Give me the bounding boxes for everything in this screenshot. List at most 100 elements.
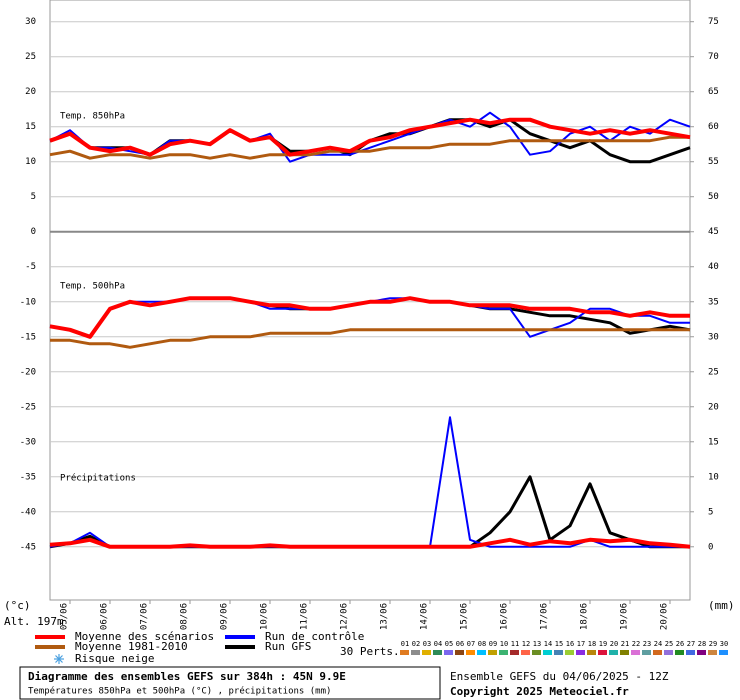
x-tick-label: 19/06: [620, 603, 630, 630]
perturbation-swatch: [510, 650, 519, 655]
x-tick-label: 09/06: [220, 603, 230, 630]
x-tick-label: 08/06: [180, 603, 190, 630]
series-line: [49, 117, 691, 157]
legend-label: Run GFS: [265, 640, 311, 653]
perturbation-label: 21: [621, 640, 629, 648]
y2-tick-label: 35: [708, 297, 719, 307]
y-tick-label: -10: [20, 297, 36, 307]
perturbation-swatch: [543, 650, 552, 655]
y2-tick-label: 40: [708, 262, 719, 272]
snow-icon: [54, 654, 64, 664]
y2-tick-label: 0: [708, 542, 713, 552]
y-tick-label: -20: [20, 367, 36, 377]
perturbation-label: 29: [709, 640, 717, 648]
perturbations-label: 30 Perts.: [340, 645, 400, 658]
perturbation-label: 18: [588, 640, 596, 648]
perturbation-swatch: [598, 650, 607, 655]
y2-unit: (mm): [708, 599, 735, 612]
panel-title: Temp. 500hPa: [60, 282, 125, 292]
series-line: [50, 328, 690, 349]
y2-tick-label: 65: [708, 87, 719, 97]
footer-title: Diagramme des ensembles GEFS sur 384h : …: [28, 670, 346, 683]
y-tick-label: -25: [20, 402, 36, 412]
perturbation-label: 09: [489, 640, 497, 648]
perturbation-label: 04: [434, 640, 442, 648]
perturbation-swatch: [565, 650, 574, 655]
perturbation-label: 30: [720, 640, 728, 648]
perturbation-label: 07: [467, 640, 475, 648]
x-tick-label: 13/06: [380, 603, 390, 630]
series-line: [49, 135, 690, 160]
y2-tick-label: 45: [708, 227, 719, 237]
legend-label: Run de contrôle: [265, 630, 364, 643]
y2-tick-label: 30: [708, 332, 719, 342]
y-unit: (°c): [4, 599, 31, 612]
perturbation-swatch: [631, 650, 640, 655]
y2-tick-label: 25: [708, 367, 719, 377]
perturbation-swatch: [686, 650, 695, 655]
y2-tick-label: 60: [708, 122, 719, 132]
perturbation-swatch: [532, 650, 541, 655]
x-tick-label: 15/06: [460, 603, 470, 630]
y-tick-label: 30: [25, 17, 36, 27]
perturbation-label: 13: [533, 640, 541, 648]
y-tick-label: -15: [20, 332, 36, 342]
perturbation-swatch: [554, 650, 563, 655]
perturbation-swatch: [411, 650, 420, 655]
perturbation-label: 23: [643, 640, 651, 648]
footer-box: [19, 666, 441, 700]
legend-label: Moyenne des scénarios: [75, 630, 214, 643]
series-line: [49, 296, 690, 339]
y-tick-label: -35: [20, 472, 36, 482]
x-tick-label: 07/06: [140, 603, 150, 630]
perturbation-swatch: [488, 650, 497, 655]
perturbation-label: 12: [522, 640, 530, 648]
perturbation-swatch: [675, 650, 684, 655]
perturbation-label: 16: [566, 640, 574, 648]
y-tick-label: -40: [20, 507, 36, 517]
y-tick-label: 5: [31, 192, 36, 202]
perturbation-swatch: [620, 650, 629, 655]
y-tick-label: -45: [20, 542, 36, 552]
x-tick-label: 20/06: [660, 603, 670, 630]
perturbation-swatch: [466, 650, 475, 655]
y-tick-label: 25: [25, 52, 36, 62]
y2-tick-label: 55: [708, 157, 719, 167]
perturbation-label: 25: [665, 640, 673, 648]
perturbation-label: 24: [654, 640, 662, 648]
perturbation-label: 05: [445, 640, 453, 648]
perturbation-swatch: [444, 650, 453, 655]
series-line: [49, 537, 691, 549]
y-tick-label: 10: [25, 157, 36, 167]
y2-tick-label: 10: [708, 472, 719, 482]
perturbation-label: 10: [500, 640, 508, 648]
x-tick-label: 10/06: [260, 603, 270, 630]
x-tick-label: 12/06: [340, 603, 350, 630]
perturbation-label: 08: [478, 640, 486, 648]
perturbation-swatch: [697, 650, 706, 655]
footer-subtitle: Températures 850hPa et 500hPa (°C) , pré…: [28, 686, 331, 697]
y2-tick-label: 15: [708, 437, 719, 447]
y-tick-label: -30: [20, 437, 36, 447]
x-tick-label: 18/06: [580, 603, 590, 630]
perturbation-label: 03: [423, 640, 431, 648]
x-tick-label: 17/06: [540, 603, 550, 630]
perturbation-swatch: [642, 650, 651, 655]
legend-label: Moyenne 1981-2010: [75, 640, 188, 653]
perturbation-swatch: [664, 650, 673, 655]
y2-tick-label: 50: [708, 192, 719, 202]
y-tick-label: 0: [31, 227, 36, 237]
perturbation-label: 27: [687, 640, 695, 648]
x-tick-label: 11/06: [300, 603, 310, 630]
perturbation-label: 20: [610, 640, 618, 648]
y-tick-label: 15: [25, 122, 36, 132]
perturbation-label: 02: [412, 640, 420, 648]
perturbation-swatch: [708, 650, 717, 655]
y2-tick-label: 20: [708, 402, 719, 412]
y-tick-label: 20: [25, 87, 36, 97]
run-info: Ensemble GEFS du 04/06/2025 - 12Z: [450, 670, 669, 683]
perturbation-label: 26: [676, 640, 684, 648]
perturbation-swatch: [587, 650, 596, 655]
y2-tick-label: 75: [708, 17, 719, 27]
x-tick-label: 05/06: [60, 603, 70, 630]
